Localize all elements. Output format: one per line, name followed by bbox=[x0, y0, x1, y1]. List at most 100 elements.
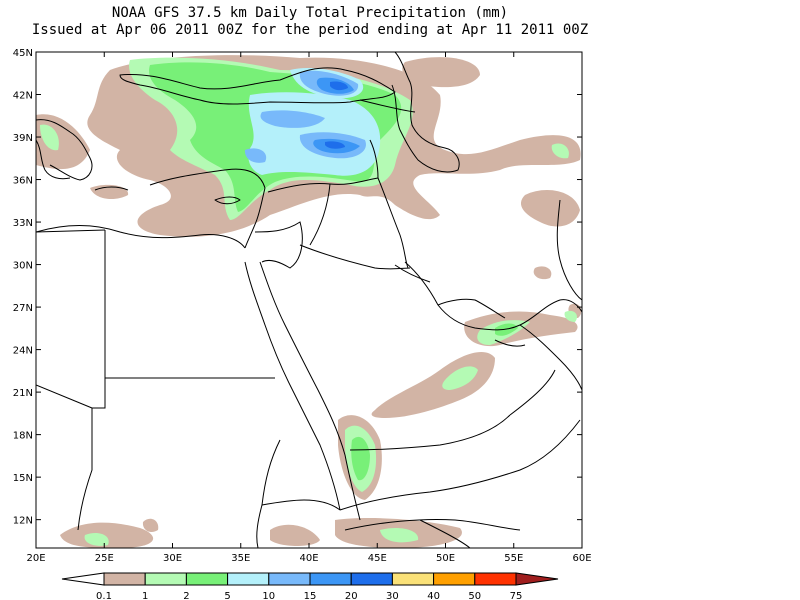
legend-label: 2 bbox=[183, 591, 189, 600]
coastline-gulf-inner bbox=[437, 298, 506, 319]
lat-tick-label: 15N bbox=[13, 473, 33, 484]
border-egypt-libya bbox=[92, 230, 106, 409]
precip-area-iran-core bbox=[551, 143, 569, 159]
precip-area-peak-north bbox=[330, 81, 348, 91]
lon-tick-label: 45E bbox=[368, 553, 387, 564]
precip-area-africa-spot bbox=[142, 518, 159, 533]
legend-label: 1 bbox=[142, 591, 148, 600]
legend-swatch bbox=[433, 572, 476, 586]
legend-label: 40 bbox=[427, 591, 440, 600]
coastline-levant bbox=[244, 187, 266, 249]
axis-labels: 45N 42N 39N 36N 33N 30N 27N 24N 21N 18N 15N 12N 20E 2… bbox=[13, 48, 592, 564]
coastline-black-sea bbox=[119, 67, 396, 105]
lon-tick-label: 60E bbox=[572, 553, 591, 564]
legend-swatch bbox=[185, 572, 229, 586]
lon-tick-label: 25E bbox=[95, 553, 114, 564]
precip-area-anatolia-lblue bbox=[260, 110, 325, 128]
lat-tick-label: 45N bbox=[13, 48, 33, 59]
legend-label: 50 bbox=[468, 591, 481, 600]
border-caucasus bbox=[359, 99, 416, 113]
precip-area-peak-east bbox=[325, 141, 345, 149]
lat-tick-label: 21N bbox=[13, 388, 33, 399]
lon-tick-label: 30E bbox=[163, 553, 182, 564]
border-sudan-chad bbox=[77, 408, 93, 531]
coastline-horn bbox=[344, 518, 521, 531]
border-saudi-yemen bbox=[349, 414, 511, 451]
legend-label: 20 bbox=[345, 591, 358, 600]
legend-label: 10 bbox=[262, 591, 275, 600]
coastline-greece-west bbox=[36, 139, 71, 180]
precip-area-arabia-band bbox=[371, 351, 495, 418]
coastline-aegean bbox=[36, 119, 93, 181]
legend-swatch bbox=[103, 572, 146, 586]
legend-cap-low bbox=[61, 572, 105, 586]
lat-tick-label: 12N bbox=[13, 516, 33, 527]
color-legend bbox=[61, 572, 559, 586]
border-jordan bbox=[254, 221, 303, 269]
lat-tick-label: 24N bbox=[13, 346, 33, 357]
coastline-persian-gulf bbox=[404, 261, 582, 331]
border-libya-egypt-coast bbox=[36, 229, 106, 233]
coastline-anatolia-south bbox=[149, 168, 266, 189]
lat-tick-label: 18N bbox=[13, 431, 33, 442]
precip-area-north-east bbox=[402, 57, 480, 88]
color-legend-labels: 0.1 1 2 5 10 15 20 30 40 50 75 bbox=[96, 591, 522, 600]
coastline-crete bbox=[94, 186, 129, 191]
precip-area-horn-core bbox=[380, 528, 419, 543]
lat-tick-label: 42N bbox=[13, 91, 33, 102]
legend-swatch bbox=[309, 572, 352, 586]
precip-fields bbox=[36, 52, 582, 548]
legend-swatch bbox=[474, 572, 517, 586]
lat-tick-label: 39N bbox=[13, 133, 33, 144]
legend-label: 15 bbox=[304, 591, 317, 600]
coastline-red-sea-west bbox=[244, 261, 341, 511]
precip-area-ethiopia bbox=[270, 524, 320, 546]
coastline-cyprus bbox=[214, 196, 241, 205]
lon-tick-label: 20E bbox=[26, 553, 45, 564]
precip-area-africa-core bbox=[84, 533, 109, 546]
legend-label: 0.1 bbox=[96, 591, 112, 600]
precip-area-iran-sw bbox=[533, 266, 552, 280]
border-syria-iraq bbox=[309, 183, 331, 246]
coastline-gulf-of-aden bbox=[339, 419, 581, 511]
border-saudi-iraq bbox=[299, 244, 411, 270]
lon-tick-label: 35E bbox=[231, 553, 250, 564]
map-subtitle: Issued at Apr 06 2011 00Z for the period… bbox=[31, 22, 589, 38]
axis-ticks bbox=[35, 51, 583, 548]
precip-area-gulf-green bbox=[495, 323, 518, 336]
precip-area-aegean-core bbox=[40, 124, 59, 151]
border-ethiopia bbox=[261, 499, 341, 511]
border-uae bbox=[494, 339, 526, 347]
coastline-caspian bbox=[391, 52, 460, 173]
border-iran-afghan bbox=[556, 199, 582, 301]
precip-area-gulf-edge bbox=[564, 310, 577, 322]
precip-area-africa-south bbox=[60, 522, 154, 548]
legend-swatch bbox=[350, 572, 393, 586]
precip-area-yemen-green bbox=[351, 436, 370, 481]
legend-label: 30 bbox=[386, 591, 399, 600]
lon-tick-label: 40E bbox=[299, 553, 318, 564]
precip-area-iran-east bbox=[520, 190, 580, 227]
lat-tick-label: 36N bbox=[13, 176, 33, 187]
border-somalia bbox=[419, 519, 471, 548]
border-iraq-iran bbox=[377, 177, 409, 269]
coastlines bbox=[36, 52, 582, 531]
legend-label: 5 bbox=[224, 591, 230, 600]
coastline-red-sea-east bbox=[259, 261, 361, 521]
map-title: NOAA GFS 37.5 km Daily Total Precipitati… bbox=[111, 5, 509, 21]
border-saudi-kuwait bbox=[394, 264, 431, 283]
lat-tick-label: 27N bbox=[13, 303, 33, 314]
coastline-oman bbox=[519, 324, 582, 391]
borders bbox=[36, 99, 582, 548]
lon-tick-label: 50E bbox=[436, 553, 455, 564]
lat-tick-label: 30N bbox=[13, 261, 33, 272]
lon-tick-label: 55E bbox=[504, 553, 523, 564]
border-libya-chad bbox=[36, 384, 93, 409]
legend-swatch bbox=[268, 572, 311, 586]
border-turkey-east bbox=[369, 139, 379, 179]
legend-label: 75 bbox=[510, 591, 523, 600]
border-saudi-oman bbox=[509, 369, 556, 416]
legend-swatch bbox=[391, 572, 435, 586]
precip-area-sw-lblue bbox=[244, 148, 267, 163]
